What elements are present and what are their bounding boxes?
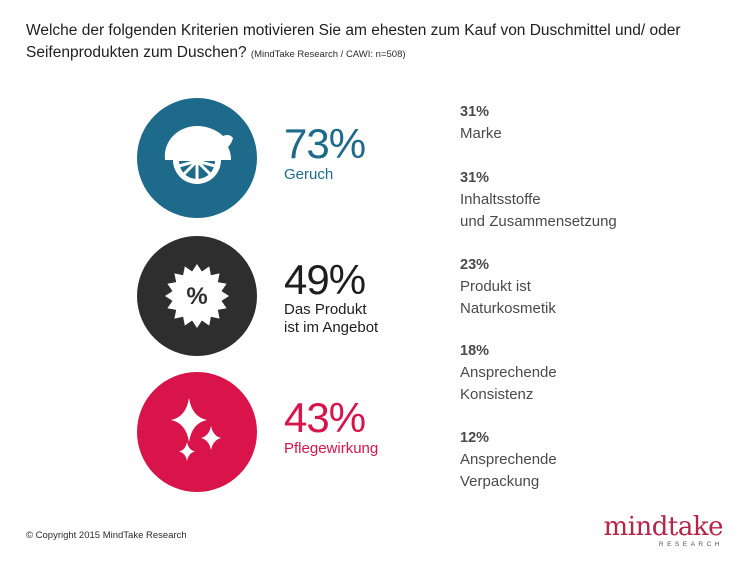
- verpackung-label-line-1: Ansprechende: [460, 451, 557, 468]
- marke-label-line: Marke: [460, 125, 502, 142]
- konsistenz-label: Ansprechende Konsistenz: [460, 362, 700, 406]
- inhaltsstoffe-label-line-1: Inhaltsstoffe: [460, 191, 541, 208]
- pflege-label: Pflegewirkung: [284, 440, 378, 458]
- pflege-percent: 43%: [284, 394, 366, 441]
- logo-subtitle: RESEARCH: [658, 541, 723, 548]
- verpackung-label: Ansprechende Verpackung: [460, 449, 700, 493]
- geruch-label: Geruch: [284, 166, 333, 184]
- angebot-label-line-2: ist im Angebot: [284, 319, 379, 336]
- marke-label: Marke: [460, 123, 700, 145]
- geruch-percent: 73%: [284, 120, 366, 167]
- copyright-text: © Copyright 2015 MindTake Research: [26, 530, 187, 541]
- konsistenz-label-line-1: Ansprechende: [460, 364, 557, 381]
- marke-percent: 31%: [460, 104, 490, 120]
- naturkosmetik-percent: 23%: [460, 257, 490, 273]
- angebot-label-line-1: Das Produkt: [284, 301, 367, 318]
- verpackung-percent: 12%: [460, 430, 490, 446]
- chart-title: Welche der folgenden Kriterien motiviere…: [26, 20, 726, 66]
- title-source: (MindTake Research / CAWI: n=508): [250, 49, 406, 60]
- geruch-circle: [137, 98, 257, 218]
- pflege-label-line: Pflegewirkung: [284, 440, 379, 457]
- angebot-percent: 49%: [284, 256, 366, 303]
- inhaltsstoffe-label: Inhaltsstoffe und Zusammensetzung: [460, 189, 700, 233]
- inhaltsstoffe-percent: 31%: [460, 170, 490, 186]
- svg-text:%: %: [186, 283, 207, 310]
- logo-wordmark: mindtake: [603, 512, 724, 542]
- pflege-circle: [137, 372, 257, 492]
- verpackung-label-line-2: Verpackung: [460, 473, 540, 490]
- sparkle-icon: [171, 398, 221, 461]
- lemon-slice-icon: [164, 126, 233, 184]
- konsistenz-label-line-2: Konsistenz: [460, 386, 534, 403]
- title-question: Welche der folgenden Kriterien motiviere…: [26, 22, 681, 61]
- naturkosmetik-label: Produkt ist Naturkosmetik: [460, 276, 700, 320]
- angebot-label: Das Produkt ist im Angebot: [284, 301, 378, 337]
- konsistenz-percent: 18%: [460, 343, 490, 359]
- mindtake-logo: mindtake RESEARCH: [598, 512, 724, 548]
- geruch-label-line: Geruch: [284, 166, 334, 183]
- inhaltsstoffe-label-line-2: und Zusammensetzung: [460, 213, 617, 230]
- naturkosmetik-label-line-2: Naturkosmetik: [460, 300, 556, 317]
- angebot-circle: %: [137, 236, 257, 356]
- naturkosmetik-label-line-1: Produkt ist: [460, 278, 531, 295]
- percent-badge-icon: %: [165, 264, 229, 328]
